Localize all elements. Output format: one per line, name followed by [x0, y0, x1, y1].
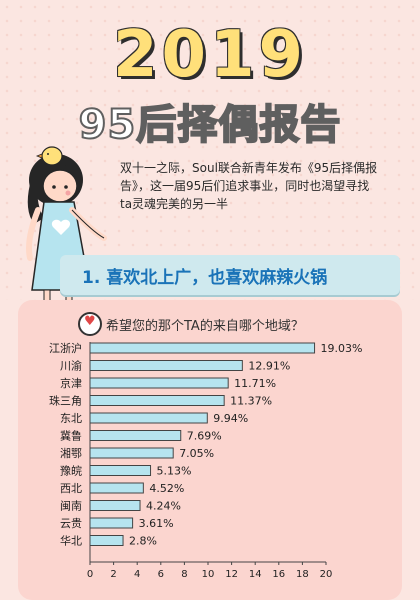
bar	[89, 342, 316, 354]
x-tick-label: 16	[272, 569, 285, 580]
x-tick-label: 18	[296, 569, 309, 580]
category-label: 华北	[60, 534, 82, 548]
bar	[89, 412, 208, 424]
value-label: 19.03%	[321, 342, 363, 355]
category-label: 冀鲁	[60, 429, 82, 443]
value-label: 7.05%	[179, 447, 214, 460]
category-label: 豫皖	[60, 464, 82, 478]
category-label: 西北	[60, 482, 82, 495]
x-tick-label: 14	[249, 569, 262, 580]
bar	[89, 500, 141, 511]
bar	[89, 430, 182, 441]
value-label: 5.13%	[157, 465, 192, 478]
year-heading: 2019	[112, 18, 308, 92]
section-banner: 1. 喜欢北上广，也喜欢麻辣火锅	[60, 255, 400, 295]
report-title: 95后择偶报告	[78, 101, 342, 149]
value-label: 9.94%	[213, 412, 248, 425]
bar	[89, 447, 174, 459]
value-label: 4.24%	[146, 500, 181, 513]
bar	[89, 395, 225, 406]
bar	[89, 377, 229, 389]
x-tick-label: 20	[320, 569, 333, 580]
x-tick-label: 8	[181, 569, 187, 580]
x-tick-label: 6	[158, 569, 164, 580]
value-label: 4.52%	[149, 482, 184, 495]
chart-question: 希望您的那个TA的来自哪个地域？	[106, 319, 304, 334]
bar	[89, 482, 144, 494]
category-label: 江浙沪	[49, 341, 82, 355]
category-label: 东北	[60, 412, 82, 425]
bar	[89, 517, 134, 529]
category-label: 珠三角	[49, 394, 82, 408]
bar	[89, 535, 124, 546]
x-tick-label: 10	[202, 569, 215, 580]
category-label: 闽南	[60, 500, 82, 513]
bar	[89, 465, 152, 476]
region-bar-chart: 江浙沪 19.03% 川渝 12.91% 京津 11.71% 珠三角 11.37% 东北 9.94…	[49, 341, 363, 580]
value-label: 3.61%	[139, 517, 174, 530]
x-tick-label: 4	[134, 569, 140, 580]
bar	[89, 360, 243, 371]
value-label: 2.8%	[129, 535, 157, 548]
value-label: 7.69%	[187, 430, 222, 443]
intro-text: 双十一之际，Soul联合新青年发布《95后择偶报告》，这一届95后们追求事业，同…	[120, 161, 378, 211]
value-label: 11.37%	[230, 395, 272, 408]
category-label: 京津	[60, 376, 82, 390]
value-label: 11.71%	[234, 377, 276, 390]
x-tick-label: 2	[110, 569, 116, 580]
category-label: 川渝	[60, 359, 82, 373]
value-label: 12.91%	[248, 360, 290, 373]
x-tick-label: 0	[87, 569, 93, 580]
section-heading: 1. 喜欢北上广，也喜欢麻辣火锅	[82, 268, 328, 288]
x-tick-label: 12	[225, 569, 238, 580]
category-label: 云贵	[60, 517, 82, 530]
heart-bubble-icon	[78, 312, 102, 336]
category-label: 湘鄂	[60, 446, 82, 460]
